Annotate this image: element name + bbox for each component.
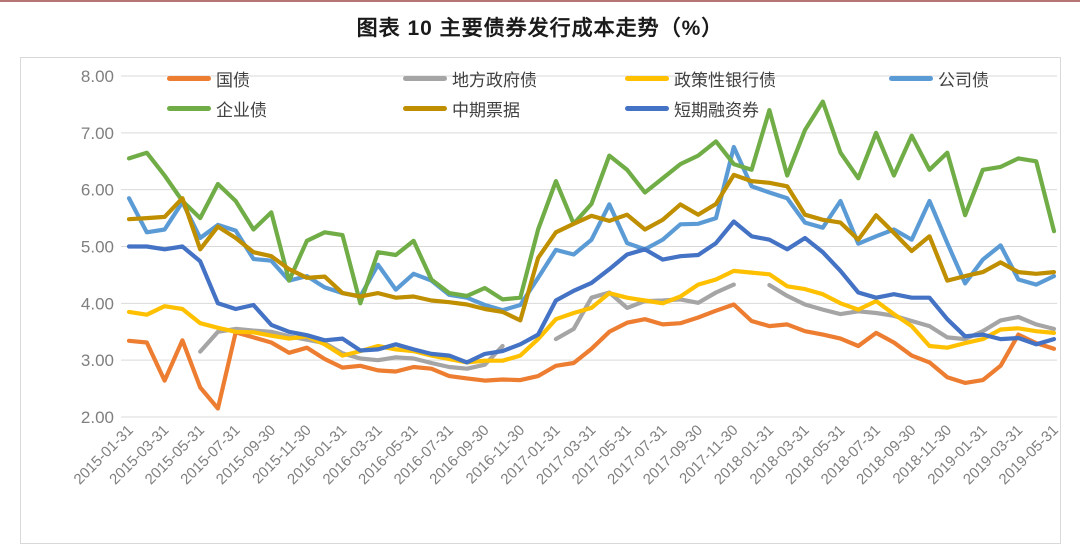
legend-label: 政策性银行债	[674, 70, 776, 90]
y-axis-tick-label: 2.00	[81, 408, 114, 427]
legend-label: 企业债	[216, 100, 267, 120]
series-color-swatch	[403, 75, 447, 81]
page-divider	[0, 0, 1080, 2]
y-axis-tick-label: 7.00	[81, 124, 114, 143]
series-line-政策性银行债	[126, 268, 1057, 365]
legend-item-corporate-bond: 公司债	[889, 68, 989, 90]
legend-item-treasury-bond: 国债	[167, 68, 250, 90]
legend-label: 中期票据	[452, 100, 520, 120]
line-chart: 8.007.006.005.004.003.002.002015-01-3120…	[71, 67, 1060, 488]
y-axis-tick-label: 6.00	[81, 181, 114, 200]
legend-label: 地方政府债	[452, 70, 537, 90]
legend-item-enterprise-bond: 企业债	[167, 98, 267, 120]
series-line-国债	[126, 302, 1057, 411]
series-color-swatch	[403, 105, 447, 111]
chart-plot-area: 8.00 7.00 6.00 5.00 4.00 3.00 2.00 2015-01-31 20…	[20, 57, 1061, 544]
y-axis-tick-label: 5.00	[81, 238, 114, 257]
series-line-公司债	[126, 144, 1057, 313]
legend-item-policy-bank-bond: 政策性银行债	[625, 68, 776, 90]
legend-item-short-term-financing-bill: 短期融资券	[625, 98, 759, 120]
series-color-swatch	[889, 75, 933, 81]
legend-item-local-government-bond: 地方政府债	[403, 68, 537, 90]
series-color-swatch	[625, 105, 669, 111]
series-color-swatch	[167, 75, 211, 81]
legend-label: 短期融资券	[674, 100, 759, 120]
series-color-swatch	[625, 75, 669, 81]
legend-item-medium-term-note: 中期票据	[403, 98, 520, 120]
legend-label: 公司债	[938, 70, 989, 90]
series-line-中期票据	[126, 172, 1057, 323]
legend-label: 国债	[216, 70, 250, 90]
chart-title: 图表 10 主要债券发行成本走势（%）	[356, 17, 724, 40]
y-axis-tick-label: 8.00	[81, 67, 114, 86]
y-axis-tick-label: 4.00	[81, 294, 114, 313]
series-color-swatch	[167, 105, 211, 111]
y-axis-tick-label: 3.00	[81, 351, 114, 370]
series-line-企业债	[126, 99, 1057, 306]
series-line-短期融资券	[126, 219, 1057, 365]
